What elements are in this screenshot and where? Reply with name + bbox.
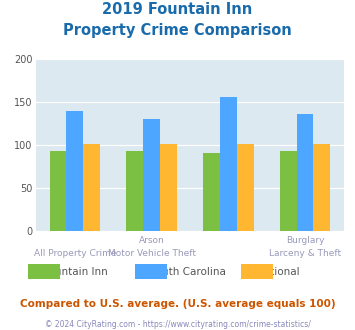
Text: National: National: [256, 267, 299, 277]
Bar: [66, 111, 83, 231]
Bar: [50, 151, 66, 231]
Bar: [220, 97, 237, 231]
Text: © 2024 CityRating.com - https://www.cityrating.com/crime-statistics/: © 2024 CityRating.com - https://www.city…: [45, 320, 310, 329]
Bar: [83, 144, 100, 231]
Bar: [296, 114, 313, 231]
Text: 2019 Fountain Inn: 2019 Fountain Inn: [102, 2, 253, 16]
Bar: [203, 153, 220, 231]
Text: Motor Vehicle Theft: Motor Vehicle Theft: [108, 249, 196, 258]
Text: All Property Crime: All Property Crime: [34, 249, 116, 258]
Bar: [237, 144, 253, 231]
Text: Arson: Arson: [139, 236, 164, 245]
Bar: [126, 151, 143, 231]
Bar: [280, 151, 296, 231]
Bar: [313, 144, 330, 231]
Bar: [160, 144, 177, 231]
Text: South Carolina: South Carolina: [149, 267, 226, 277]
Text: Compared to U.S. average. (U.S. average equals 100): Compared to U.S. average. (U.S. average …: [20, 299, 335, 309]
Text: Larceny & Theft: Larceny & Theft: [269, 249, 341, 258]
Text: Burglary: Burglary: [286, 236, 324, 245]
Text: Property Crime Comparison: Property Crime Comparison: [63, 23, 292, 38]
Text: Fountain Inn: Fountain Inn: [43, 267, 107, 277]
Bar: [143, 118, 160, 231]
